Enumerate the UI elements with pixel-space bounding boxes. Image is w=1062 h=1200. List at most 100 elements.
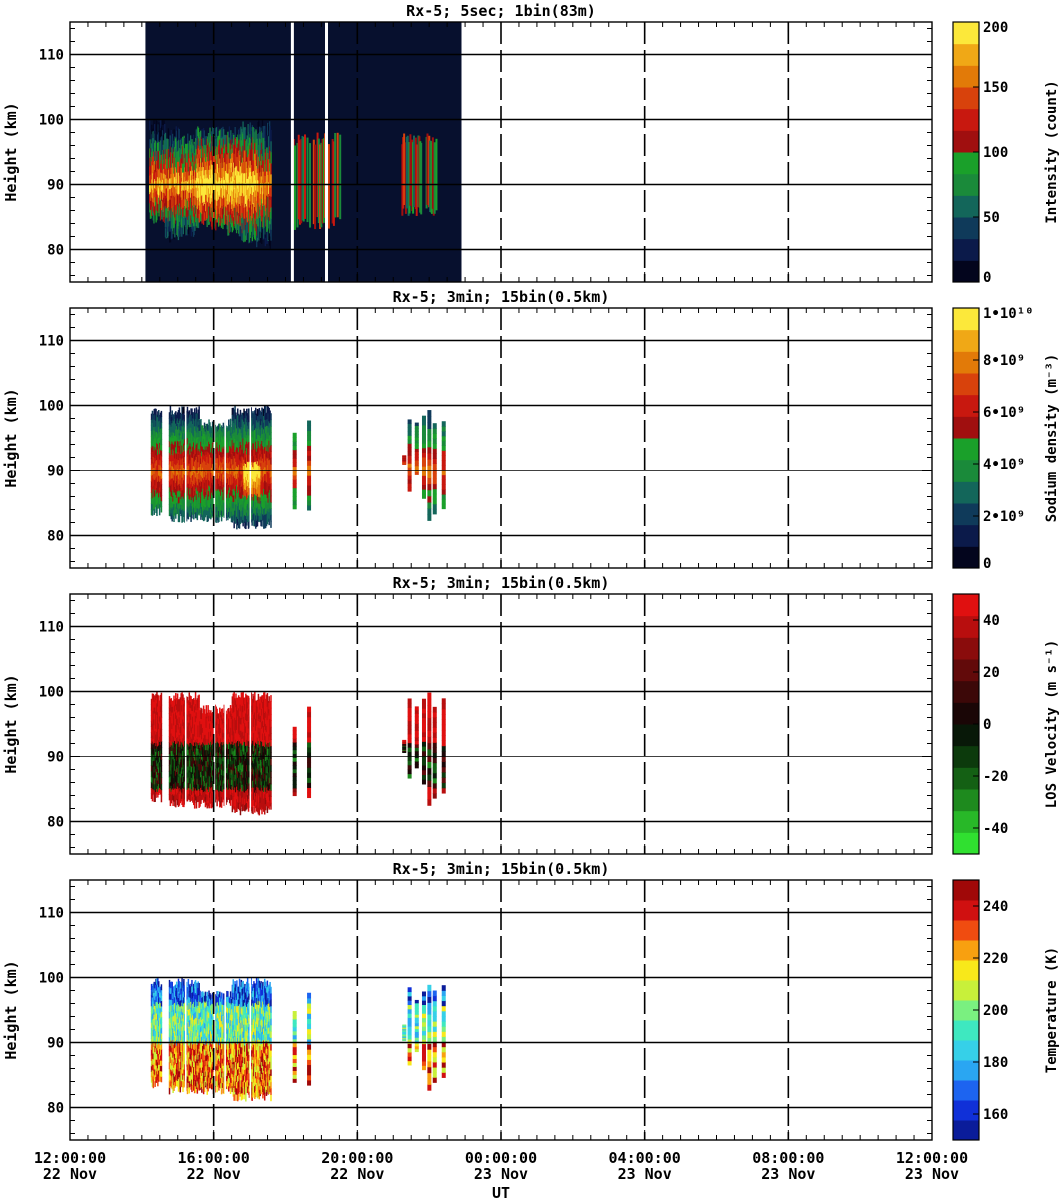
heatmap-cell [222,474,225,480]
heatmap-cell [190,471,192,478]
heatmap-cell [180,226,182,237]
heatmap-cell [258,217,261,230]
heatmap-cell [243,497,245,504]
heatmap-cell [219,470,222,477]
heatmap-cell [183,144,185,155]
heatmap-cell [250,413,252,421]
heatmap-cell [150,147,152,157]
heatmap-cell [174,146,176,158]
heatmap-cell [199,487,201,493]
heatmap-cell [187,489,190,496]
heatmap-cell [243,230,245,243]
heatmap-cell [235,220,237,230]
heatmap-cell [234,187,236,198]
heatmap-cell [427,452,432,460]
heatmap-cell [217,430,219,437]
heatmap-cell [236,202,238,212]
heatmap-cell [245,192,247,204]
heatmap-cell [243,490,245,498]
heatmap-cell [230,511,233,517]
heatmap-cell [233,501,235,509]
heatmap-cell [171,422,173,430]
heatmap-cell [263,428,265,436]
heatmap-cell [162,201,164,213]
heatmap-cell [221,431,224,438]
heatmap-cell [268,505,270,513]
heatmap-cell [239,435,242,442]
heatmap-cell [228,461,231,467]
heatmap-cell [165,218,167,229]
heatmap-cell [155,460,157,467]
heatmap-cell [154,430,156,437]
heatmap-cell [247,428,250,436]
heatmap-cell [403,133,406,205]
heatmap-cell [230,427,233,433]
heatmap-cell [263,475,265,483]
heatmap-cell [215,511,217,518]
heatmap-cell [253,138,255,150]
heatmap-cell [227,483,229,490]
heatmap-cell [175,442,178,449]
heatmap-cell [240,450,243,457]
heatmap-cell [203,455,206,461]
heatmap-cell [254,454,257,462]
heatmap-cell [209,475,211,482]
heatmap-cell [258,445,261,453]
heatmap-cell [187,215,190,225]
heatmap-cell [172,157,175,168]
heatmap-cell [243,471,245,479]
heatmap-cell [225,451,227,458]
heatmap-cell [151,156,154,166]
heatmap-cell [239,195,241,206]
heatmap-cell [206,173,208,184]
heatmap-cell [268,124,270,137]
heatmap-cell [219,148,221,159]
heatmap-cell [174,503,176,510]
heatmap-cell [231,166,233,177]
heatmap-cell [174,186,176,198]
heatmap-cell [238,446,241,454]
heatmap-cell [208,457,210,464]
heatmap-cell [228,214,230,226]
heatmap-cell [207,209,209,219]
heatmap-cell [241,516,243,523]
heatmap-cell [151,735,154,742]
heatmap-cell [176,434,179,441]
heatmap-cell [175,699,177,707]
heatmap-cell [184,456,186,464]
heatmap-cell [193,425,196,433]
heatmap-cell [421,429,426,435]
heatmap-cell [179,496,182,503]
heatmap-cell [262,433,264,440]
heatmap-cell [237,473,239,481]
heatmap-cell [176,718,179,725]
heatmap-cell [193,455,196,462]
heatmap-cell [256,473,259,481]
heatmap-cell [255,159,257,171]
heatmap-cell [432,438,437,444]
heatmap-cell [185,465,188,473]
heatmap-cell [160,427,163,434]
heatmap-cell [316,132,319,218]
heatmap-cell [232,507,235,515]
heatmap-cell [201,204,203,215]
heatmap-cell [427,459,432,466]
heatmap-cell [189,448,191,455]
heatmap-cell [160,438,163,446]
heatmap-cell [248,220,250,233]
heatmap-cell [240,206,243,219]
heatmap-cell [198,496,200,504]
heatmap-cell [251,197,253,210]
heatmap-cell [160,478,163,485]
heatmap-cell [251,461,253,469]
heatmap-cell [244,443,246,451]
heatmap-cell [240,462,243,469]
heatmap-cell [156,470,158,477]
heatmap-cell [166,138,169,149]
heatmap-cell [232,152,234,163]
heatmap-cell [207,473,209,479]
heatmap-cell [259,209,261,221]
heatmap-cell [240,175,242,187]
heatmap-cell [219,459,221,466]
heatmap-cell [189,174,191,185]
